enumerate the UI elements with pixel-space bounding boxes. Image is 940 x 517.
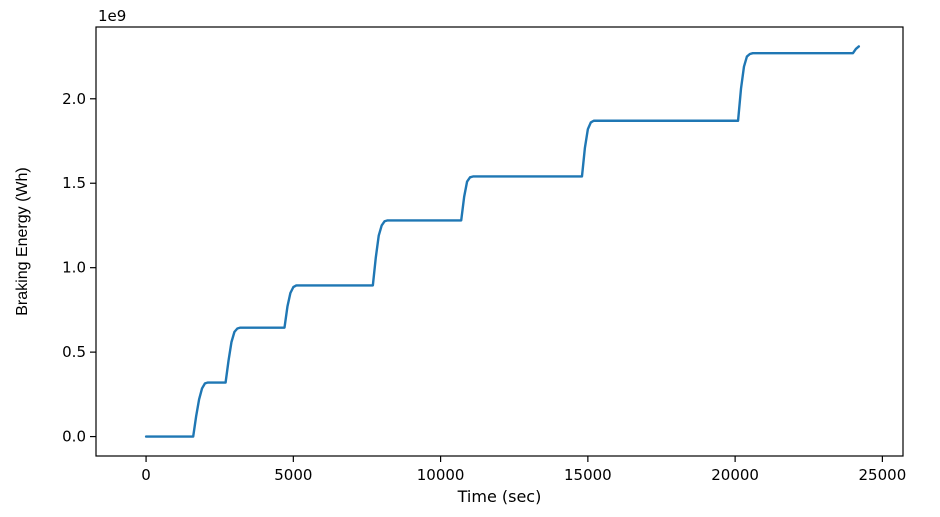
y-tick-label: 2.0	[62, 90, 86, 108]
y-tick-label: 0.0	[62, 428, 86, 446]
y-axis-label: Braking Energy (Wh)	[14, 167, 31, 316]
x-tick-label: 15000	[564, 466, 612, 484]
y-tick-label: 1.0	[62, 259, 86, 277]
x-tick-label: 0	[141, 466, 151, 484]
x-tick-label: 25000	[859, 466, 907, 484]
plot-area	[144, 45, 861, 438]
axes-ticks: 0 5000 10000 15000 20000 25000 0.0 0.5 1.0 1.5 2.0	[62, 90, 906, 484]
series-line-0	[144, 45, 861, 438]
y-tick-label: 0.5	[62, 343, 86, 361]
x-axis-label: Time (sec)	[457, 487, 542, 506]
plot-frame	[95, 26, 904, 457]
y-tick-label: 1.5	[62, 174, 86, 192]
y-axis-offset-label: 1e9	[98, 7, 126, 25]
x-tick-label: 20000	[711, 466, 759, 484]
x-tick-label: 5000	[274, 466, 312, 484]
x-tick-label: 10000	[417, 466, 465, 484]
